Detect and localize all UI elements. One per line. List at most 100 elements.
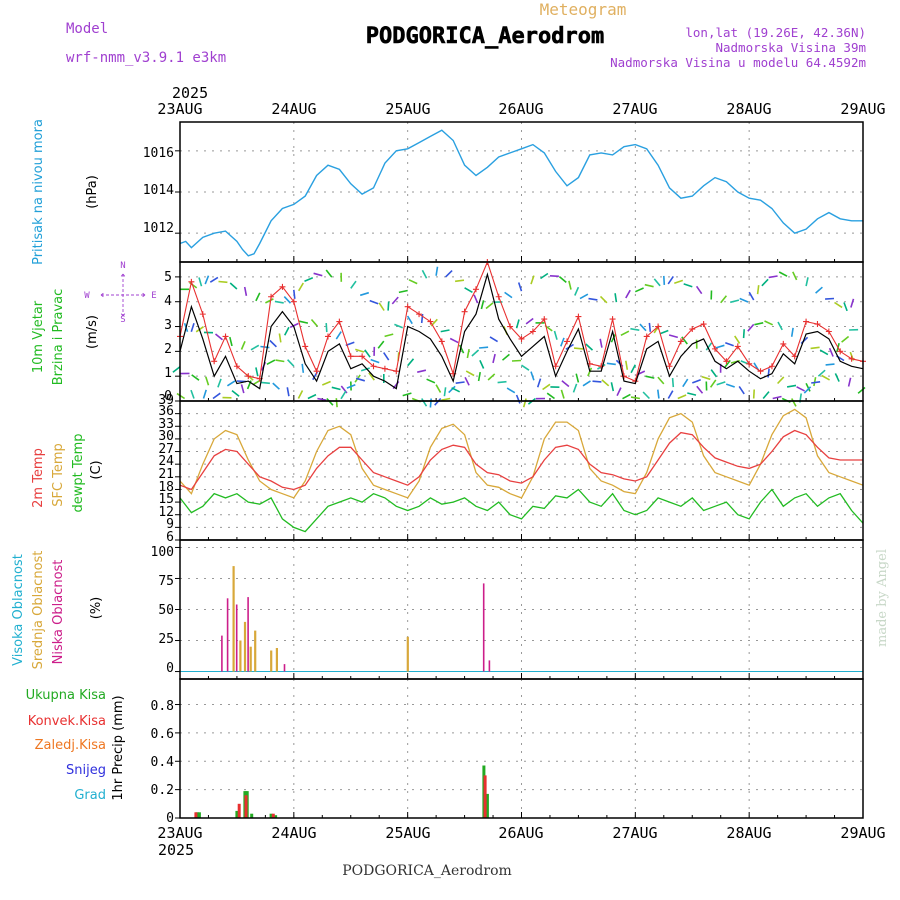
wind-arrow — [761, 278, 769, 287]
bottom-day-label: 29AUG — [840, 824, 885, 842]
wind-arrow — [687, 392, 697, 396]
wind-arrow — [489, 336, 499, 343]
wind-arrow — [815, 286, 823, 294]
wind-arrow — [756, 285, 760, 295]
pressure-panel: 1012 1014 1016 Pritisak na nivou mora (h… — [31, 119, 864, 265]
wind-arrow — [549, 275, 559, 278]
temp-y-tick: 12 — [158, 505, 174, 520]
gust-marker — [666, 363, 673, 370]
pressure-frame — [179, 121, 864, 263]
wind-y-tick: 2 — [164, 342, 172, 357]
wind-y-tick: 1 — [164, 366, 172, 381]
wind-arrow — [616, 387, 622, 397]
gust-marker — [211, 358, 218, 365]
wind-arrow — [335, 331, 342, 340]
cloud-bar-mid — [275, 648, 278, 672]
cloud-panel: 0 25 50 75 100 Visoka Oblacnost Srednja … — [11, 539, 864, 680]
top-date-axis: 23AUG 24AUG 25AUG 26AUG 27AUG 28AUG 29AU… — [157, 100, 885, 118]
gust-marker — [336, 318, 343, 325]
cloud-bar-low — [247, 597, 249, 672]
temp-y-tick: 6 — [166, 530, 174, 545]
model-elevation: Nadmorska Visina u modelu 64.4592m — [610, 55, 866, 70]
wind-arrow — [517, 282, 523, 292]
wind-compass: N S W E — [84, 261, 156, 325]
gust-marker — [643, 333, 650, 340]
gust-marker — [746, 360, 753, 367]
cloud-bar-low — [235, 604, 238, 672]
year-top: 2025 — [172, 84, 208, 102]
wind-arrow — [492, 353, 496, 364]
wind-arrow — [240, 340, 246, 350]
gust-marker — [359, 353, 366, 360]
gust-marker — [404, 303, 411, 310]
compass-east: E — [151, 291, 156, 301]
wind-arrow — [370, 358, 380, 364]
gust-marker — [427, 318, 434, 325]
temp-y-tick: 21 — [158, 467, 174, 482]
wind-arrow — [667, 275, 674, 285]
top-day-label: 24AUG — [271, 100, 316, 118]
wind-arrow — [364, 349, 371, 358]
wind-arrow — [825, 297, 835, 300]
wind-arrow — [663, 275, 666, 285]
wind-arrow — [313, 272, 323, 277]
pressure-y-tick: 1016 — [143, 146, 174, 161]
legend-frozen-rain: Zaledj.Kisa — [35, 738, 106, 753]
temperature-grid — [175, 400, 864, 541]
credit: made by Angel — [875, 549, 890, 647]
wind-arrow — [420, 313, 424, 324]
wind-arrow — [435, 384, 442, 393]
wind-arrow — [720, 295, 728, 304]
wind-arrow — [434, 397, 442, 406]
cloud-bar-mid — [232, 566, 235, 672]
gust-marker — [564, 338, 571, 345]
wind-arrow — [768, 275, 778, 279]
wind-arrow — [501, 353, 510, 361]
wind-arrow — [269, 339, 277, 348]
wind-arrow — [710, 369, 718, 378]
precip-bar-total — [250, 813, 254, 818]
wind-arrow — [408, 279, 418, 285]
wind-arrow — [599, 338, 603, 348]
temp-y-tick: 18 — [158, 480, 174, 495]
wind-arrow — [465, 370, 475, 377]
wind-y-tick: 3 — [164, 318, 172, 333]
precip-bar-total — [485, 793, 489, 818]
wind-arrow — [455, 381, 465, 384]
wind-arrow — [764, 320, 774, 326]
cloud-bars — [180, 566, 863, 673]
precip-bar-conv — [194, 812, 198, 818]
wind-arrow — [325, 269, 333, 278]
precip-bar-conv — [237, 803, 241, 818]
temp-y-tick: 24 — [158, 454, 174, 469]
gust-marker — [723, 358, 730, 365]
cloud-y-tick: 50 — [158, 603, 174, 618]
cloud-low-title: Niska Oblacnost — [51, 560, 66, 665]
wind-arrow — [243, 286, 248, 296]
wind-arrow — [599, 295, 608, 304]
wind-arrow — [790, 327, 794, 337]
wind-arrow — [625, 289, 631, 299]
bottom-day-label: 27AUG — [612, 824, 657, 842]
wind-arrow — [359, 291, 370, 297]
wind-arrow — [466, 348, 470, 359]
precip-y-ticks: 0 0.2 0.4 0.6 0.8 — [151, 699, 175, 826]
wind-arrow — [301, 363, 305, 373]
wind-arrow — [715, 344, 725, 349]
wind-arrow — [642, 391, 650, 400]
wind-arrow — [297, 390, 304, 399]
wind-arrow — [191, 374, 200, 381]
wind-arrow — [834, 373, 840, 382]
wind-arrow — [368, 372, 375, 381]
wind-arrow — [817, 369, 826, 377]
wind-arrow — [283, 296, 292, 304]
wind-frame — [179, 261, 864, 402]
wind-arrow — [813, 377, 817, 387]
wind-arrow — [742, 329, 745, 339]
wind-arrow — [449, 337, 459, 344]
cloud-high-title: Visoka Oblacnost — [11, 554, 26, 666]
wind-arrow — [229, 336, 233, 347]
gust-marker — [461, 308, 468, 315]
wind-arrow — [725, 341, 734, 347]
wind-arrow — [536, 378, 542, 388]
